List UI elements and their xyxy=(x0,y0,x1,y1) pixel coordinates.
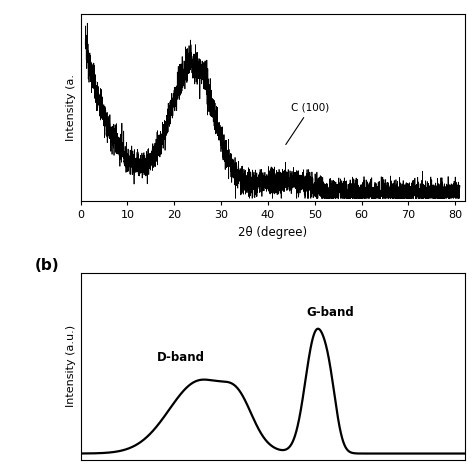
Y-axis label: Intensity (a.: Intensity (a. xyxy=(66,74,76,141)
Text: D-band: D-band xyxy=(157,351,205,364)
Text: (b): (b) xyxy=(35,257,59,273)
Y-axis label: Intensity (a.u.): Intensity (a.u.) xyxy=(66,325,76,407)
Text: G-band: G-band xyxy=(306,306,354,319)
Text: C (100): C (100) xyxy=(286,102,329,145)
X-axis label: 2θ (degree): 2θ (degree) xyxy=(238,226,307,239)
